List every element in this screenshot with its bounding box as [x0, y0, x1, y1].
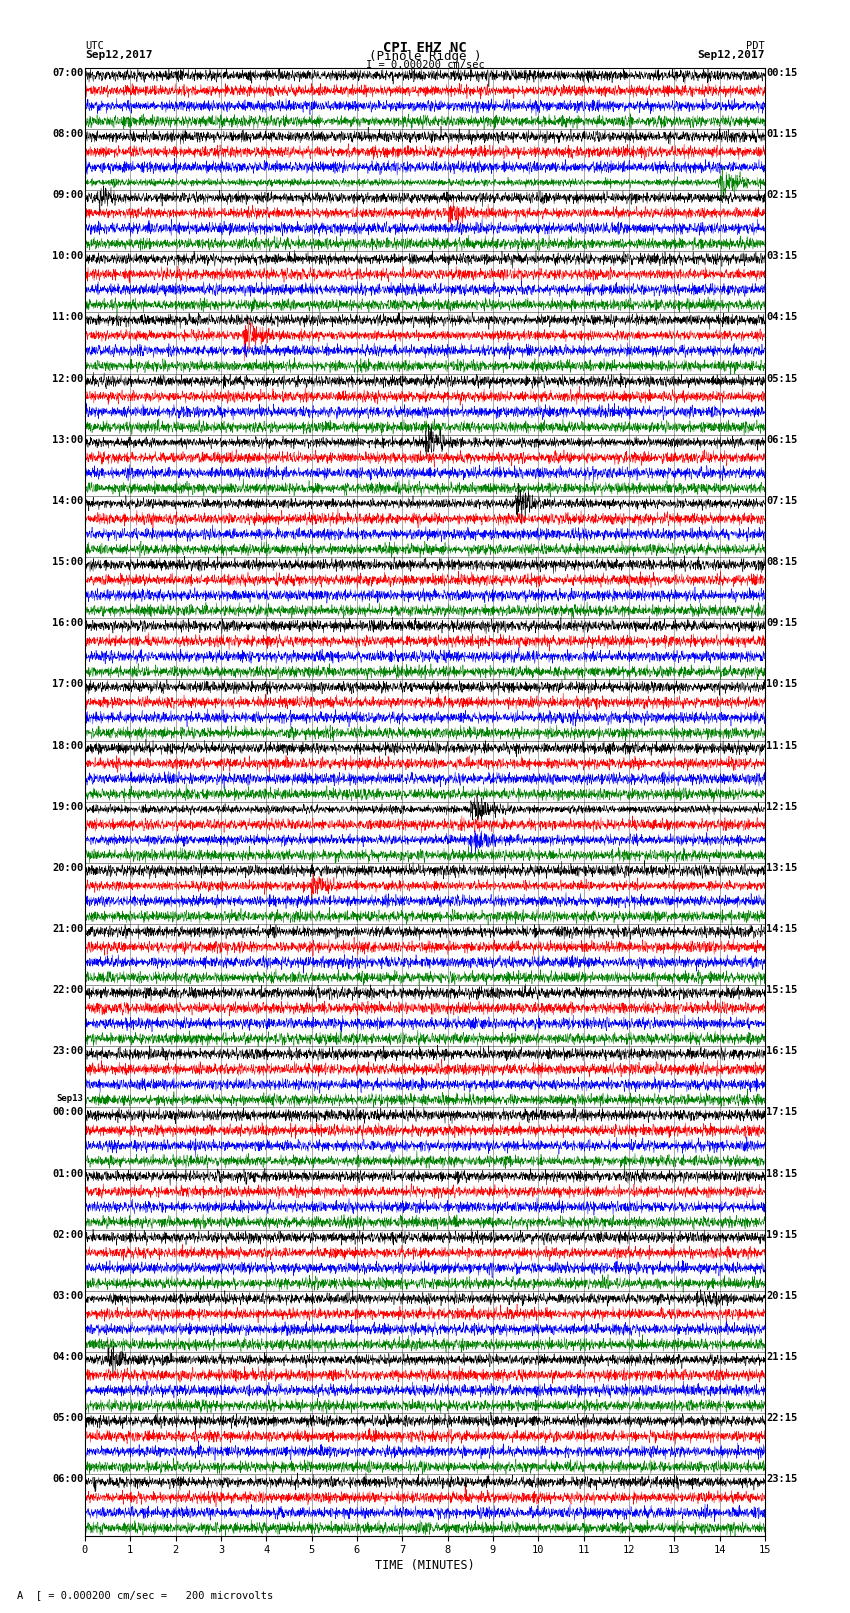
Text: PDT: PDT — [746, 40, 765, 52]
Text: UTC: UTC — [85, 40, 104, 52]
Text: 02:00: 02:00 — [53, 1229, 83, 1240]
Text: 05:15: 05:15 — [767, 374, 797, 384]
Text: 06:15: 06:15 — [767, 436, 797, 445]
Text: 20:15: 20:15 — [767, 1290, 797, 1302]
Text: 15:15: 15:15 — [767, 986, 797, 995]
Text: 01:15: 01:15 — [767, 129, 797, 139]
Text: 13:15: 13:15 — [767, 863, 797, 873]
Text: 00:15: 00:15 — [767, 68, 797, 77]
Text: Sep13: Sep13 — [57, 1094, 83, 1103]
Text: 07:00: 07:00 — [53, 68, 83, 77]
Text: Sep12,2017: Sep12,2017 — [698, 50, 765, 60]
Text: 01:00: 01:00 — [53, 1168, 83, 1179]
Text: 18:15: 18:15 — [767, 1168, 797, 1179]
Text: 09:00: 09:00 — [53, 190, 83, 200]
Text: 22:15: 22:15 — [767, 1413, 797, 1423]
Text: 11:15: 11:15 — [767, 740, 797, 750]
Text: 22:00: 22:00 — [53, 986, 83, 995]
Text: 00:00: 00:00 — [53, 1108, 83, 1118]
Text: 03:15: 03:15 — [767, 252, 797, 261]
Text: 12:15: 12:15 — [767, 802, 797, 811]
Text: I = 0.000200 cm/sec: I = 0.000200 cm/sec — [366, 60, 484, 69]
Text: 09:15: 09:15 — [767, 618, 797, 627]
Text: 02:15: 02:15 — [767, 190, 797, 200]
Text: 08:00: 08:00 — [53, 129, 83, 139]
Text: 16:00: 16:00 — [53, 618, 83, 627]
Text: 23:00: 23:00 — [53, 1047, 83, 1057]
Text: 14:00: 14:00 — [53, 495, 83, 506]
Text: 12:00: 12:00 — [53, 374, 83, 384]
Text: CPI EHZ NC: CPI EHZ NC — [383, 40, 467, 55]
Text: 04:15: 04:15 — [767, 313, 797, 323]
Text: 17:00: 17:00 — [53, 679, 83, 689]
Text: 21:15: 21:15 — [767, 1352, 797, 1361]
Text: 08:15: 08:15 — [767, 556, 797, 568]
Text: 16:15: 16:15 — [767, 1047, 797, 1057]
Text: 07:15: 07:15 — [767, 495, 797, 506]
Text: 11:00: 11:00 — [53, 313, 83, 323]
Text: 04:00: 04:00 — [53, 1352, 83, 1361]
Text: 21:00: 21:00 — [53, 924, 83, 934]
Text: 14:15: 14:15 — [767, 924, 797, 934]
Text: 19:00: 19:00 — [53, 802, 83, 811]
Text: 19:15: 19:15 — [767, 1229, 797, 1240]
Text: 06:00: 06:00 — [53, 1474, 83, 1484]
Text: 18:00: 18:00 — [53, 740, 83, 750]
Text: 23:15: 23:15 — [767, 1474, 797, 1484]
Text: 03:00: 03:00 — [53, 1290, 83, 1302]
Text: 15:00: 15:00 — [53, 556, 83, 568]
Text: 10:00: 10:00 — [53, 252, 83, 261]
Text: 05:00: 05:00 — [53, 1413, 83, 1423]
Text: 20:00: 20:00 — [53, 863, 83, 873]
Text: Sep12,2017: Sep12,2017 — [85, 50, 152, 60]
X-axis label: TIME (MINUTES): TIME (MINUTES) — [375, 1560, 475, 1573]
Text: (Pinole Ridge ): (Pinole Ridge ) — [369, 50, 481, 63]
Text: 17:15: 17:15 — [767, 1108, 797, 1118]
Text: 10:15: 10:15 — [767, 679, 797, 689]
Text: A  [ = 0.000200 cm/sec =   200 microvolts: A [ = 0.000200 cm/sec = 200 microvolts — [17, 1590, 273, 1600]
Text: 13:00: 13:00 — [53, 436, 83, 445]
